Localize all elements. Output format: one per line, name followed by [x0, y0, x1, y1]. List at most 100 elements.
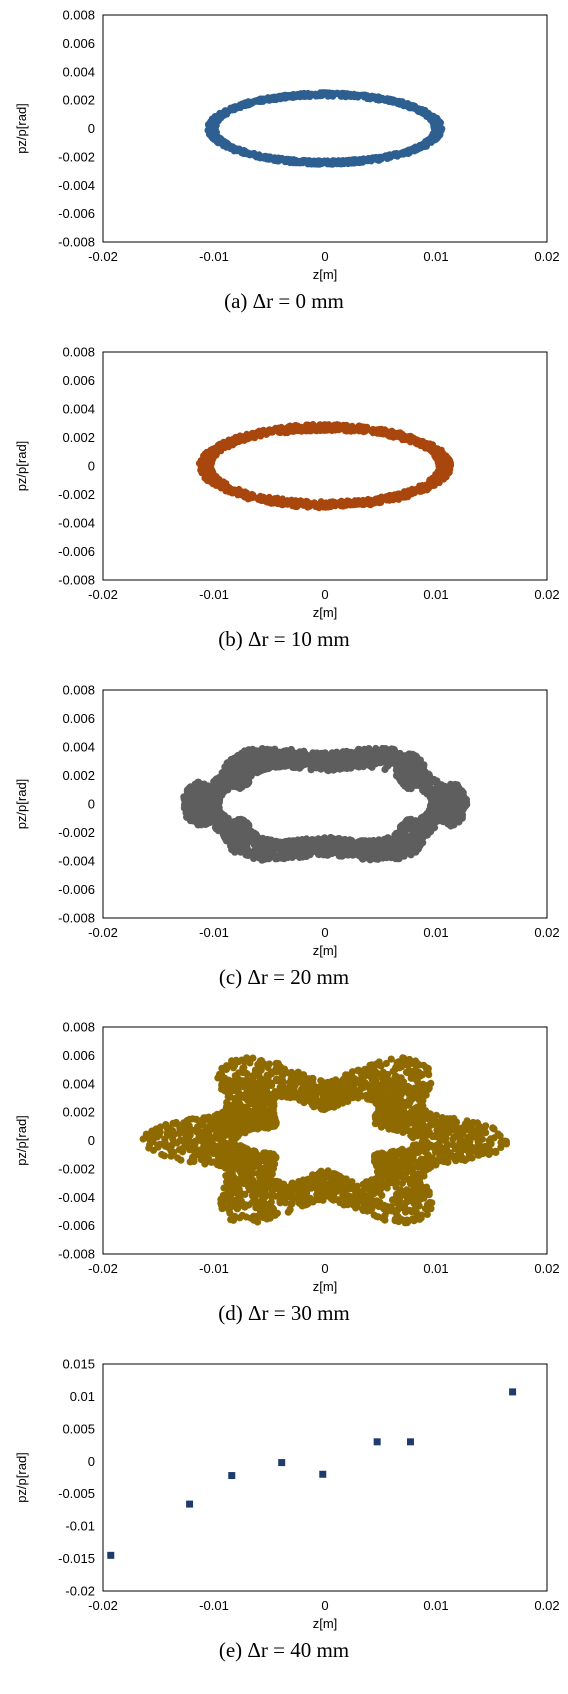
data-point	[316, 500, 323, 508]
data-point	[281, 91, 289, 99]
data-point	[428, 481, 436, 488]
data-point	[220, 109, 227, 117]
data-point	[381, 96, 388, 103]
data-point	[296, 497, 303, 505]
y-axis-label: pz/p[rad]	[14, 103, 29, 154]
data-point	[394, 150, 401, 158]
data-point	[372, 95, 380, 103]
chart-panel-2: 0.0080.0060.0040.0020-0.002-0.004-0.006-…	[14, 345, 560, 652]
data-point	[323, 89, 331, 97]
x-tick-label: -0.02	[88, 925, 118, 940]
data-point	[338, 497, 345, 504]
data-point	[333, 89, 341, 97]
data-point	[215, 447, 222, 454]
data-point	[323, 427, 330, 434]
data-point	[248, 431, 255, 438]
data-point	[237, 436, 244, 443]
data-point	[292, 427, 299, 435]
data-point	[381, 765, 389, 774]
data-point	[228, 438, 235, 446]
data-point	[376, 425, 383, 433]
data-point	[317, 752, 326, 761]
data-point	[303, 158, 310, 165]
y-tick-label: 0.006	[62, 711, 95, 726]
y-tick-label: -0.008	[58, 235, 95, 250]
data-point	[208, 455, 215, 463]
y-tick-label: -0.006	[58, 544, 95, 559]
data-point	[283, 157, 290, 164]
data-point	[365, 498, 372, 506]
y-tick-label: 0	[88, 797, 95, 812]
data-point	[390, 494, 397, 502]
x-tick-label: -0.02	[88, 587, 118, 602]
data-point	[201, 454, 208, 461]
data-point	[293, 93, 301, 100]
data-point	[287, 94, 294, 101]
data-point	[212, 136, 220, 144]
data-point	[396, 100, 404, 107]
data-point	[434, 453, 441, 461]
x-tick-label: 0.01	[423, 587, 448, 602]
data-point	[384, 155, 392, 162]
data-point	[297, 159, 304, 167]
y-tick-label: -0.006	[58, 206, 95, 221]
data-point	[249, 494, 256, 501]
data-point	[346, 498, 354, 506]
data-point	[318, 160, 325, 168]
data-point	[349, 422, 356, 430]
x-tick-label: 0.01	[423, 925, 448, 940]
data-point	[360, 93, 367, 100]
data-points	[195, 421, 455, 512]
data-point	[263, 495, 271, 502]
data-point	[208, 477, 215, 484]
data-point	[314, 91, 321, 99]
data-point	[222, 142, 229, 149]
x-tick-label: 0	[321, 925, 328, 940]
data-point	[208, 118, 216, 126]
data-point	[447, 459, 454, 467]
y-axis-label: pz/p[rad]	[14, 441, 29, 492]
data-point	[209, 468, 216, 475]
data-point	[255, 494, 262, 501]
y-tick-label: -0.004	[58, 178, 95, 193]
data-point	[251, 848, 260, 856]
y-tick-label: -0.004	[58, 854, 95, 869]
figure-caption: (b) Δr = 10 mm	[218, 627, 350, 651]
data-point	[405, 487, 412, 494]
data-point	[343, 426, 350, 434]
y-tick-label: -0.002	[58, 487, 95, 502]
data-point	[412, 486, 420, 493]
plot-area	[102, 14, 548, 243]
y-tick-label: -0.004	[58, 516, 95, 531]
data-point	[335, 157, 342, 164]
data-point	[302, 424, 309, 431]
data-point	[205, 472, 212, 480]
data-point	[241, 494, 248, 501]
data-point	[313, 424, 321, 431]
data-point	[356, 422, 363, 429]
chart-panel-1: 0.0080.0060.0040.0020-0.002-0.004-0.006-…	[14, 8, 560, 314]
x-tick-label: 0	[321, 587, 328, 602]
data-point	[257, 96, 264, 103]
data-point	[276, 93, 283, 100]
y-axis-label: pz/p[rad]	[14, 779, 29, 830]
y-tick-label: 0	[88, 121, 95, 136]
x-tick-label: 0	[321, 249, 328, 264]
data-point	[311, 499, 318, 506]
data-point	[373, 499, 381, 506]
data-point	[413, 440, 420, 447]
data-point	[270, 154, 277, 161]
data-point	[274, 425, 282, 432]
chart-panel-3: 0.0080.0060.0040.0020-0.002-0.004-0.006-…	[14, 683, 560, 990]
data-point	[293, 422, 300, 429]
data-point	[434, 468, 441, 476]
data-point	[389, 99, 396, 106]
y-tick-label: -0.002	[58, 149, 95, 164]
plot-area	[102, 351, 548, 581]
data-point	[229, 105, 236, 112]
data-point	[430, 135, 437, 142]
y-tick-label: 0.004	[62, 64, 95, 79]
data-point	[241, 150, 249, 157]
data-point	[338, 90, 345, 97]
